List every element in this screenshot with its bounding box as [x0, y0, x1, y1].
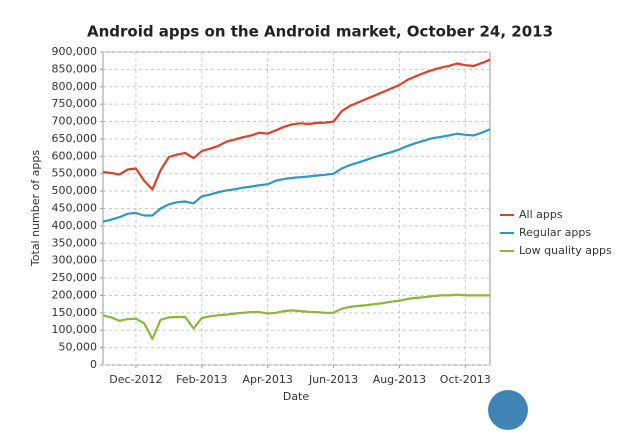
y-tick-label: 250,000: [52, 271, 98, 284]
y-tick-label: 750,000: [52, 97, 98, 110]
x-tick-label: Aug-2013: [373, 373, 426, 386]
y-tick-label: 450,000: [52, 202, 98, 215]
y-tick-label: 900,000: [52, 45, 98, 58]
x-tick-label: Oct-2013: [440, 373, 491, 386]
y-tick-label: 300,000: [52, 254, 98, 267]
y-tick-label: 850,000: [52, 62, 98, 75]
y-tick-label: 0: [90, 358, 97, 371]
series-line: [102, 128, 491, 223]
series-line: [102, 58, 491, 191]
series-line: [102, 293, 490, 340]
y-tick-label: 50,000: [59, 341, 98, 354]
x-tick-label: Dec-2012: [109, 373, 162, 386]
x-tick-label: Feb-2013: [176, 373, 227, 386]
y-tick-label: 800,000: [52, 80, 98, 93]
y-tick-label: 100,000: [52, 323, 98, 336]
legend-label: Low quality apps: [519, 244, 612, 257]
x-tick-label: Jun-2013: [308, 373, 358, 386]
x-axis-label: Date: [283, 390, 310, 403]
y-tick-label: 700,000: [52, 115, 98, 128]
y-tick-label: 400,000: [52, 219, 98, 232]
y-tick-label: 650,000: [52, 132, 98, 145]
y-axis-label: Total number of apps: [29, 150, 42, 267]
logo: [488, 390, 528, 430]
y-tick-label: 550,000: [52, 167, 98, 180]
y-tick-label: 200,000: [52, 288, 98, 301]
legend-label: Regular apps: [519, 226, 591, 239]
y-tick-label: 500,000: [52, 184, 98, 197]
y-tick-label: 150,000: [52, 306, 98, 319]
x-tick-label: Apr-2013: [243, 373, 293, 386]
legend-label: All apps: [519, 208, 563, 221]
chart-title: Android apps on the Android market, Octo…: [87, 23, 553, 41]
y-tick-label: 600,000: [52, 149, 98, 162]
y-tick-label: 350,000: [52, 236, 98, 249]
